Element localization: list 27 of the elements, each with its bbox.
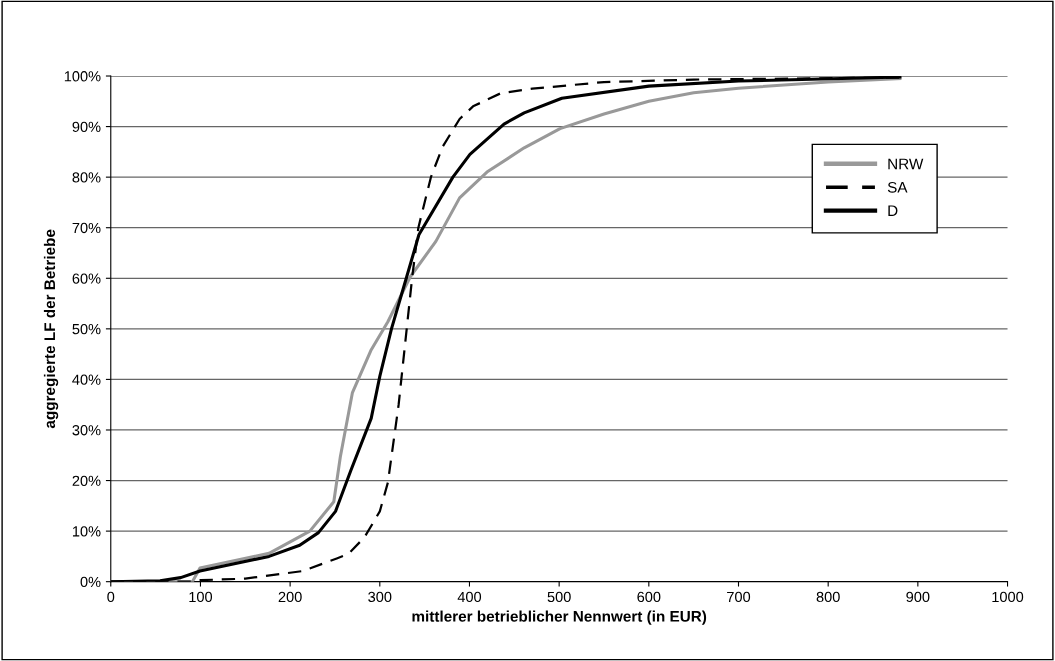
x-tick-label: 1000 <box>992 591 1024 603</box>
y-tick-label: 10% <box>72 526 101 537</box>
x-tick-label: 500 <box>547 591 571 603</box>
x-tick-label: 200 <box>278 591 302 603</box>
legend-label: D <box>888 205 898 216</box>
x-tick-label: 0 <box>107 591 115 603</box>
x-tick-label: 600 <box>637 591 661 603</box>
x-tick-label: 800 <box>816 591 840 603</box>
x-tick-label: 700 <box>727 591 751 603</box>
x-tick-label: 900 <box>906 591 930 603</box>
legend-label: NRW <box>888 158 924 170</box>
y-tick-label: 100% <box>64 71 101 82</box>
y-tick-label: 60% <box>72 273 101 284</box>
x-tick-label: 400 <box>457 591 482 603</box>
y-tick-label: 40% <box>72 374 101 385</box>
y-tick-label: 50% <box>72 323 101 335</box>
y-tick-label: 20% <box>72 475 101 486</box>
y-tick-label: 90% <box>72 121 101 133</box>
y-axis-title: aggregierte LF der Betriebe <box>43 229 59 429</box>
legend-label: SA <box>887 181 908 193</box>
x-tick-label: 300 <box>368 591 392 603</box>
x-tick-label: 100 <box>189 591 213 603</box>
y-tick-label: 70% <box>72 222 101 234</box>
y-tick-label: 80% <box>72 172 101 183</box>
y-tick-label: 0% <box>80 576 101 588</box>
x-axis-title: mittlerer betrieblicher Nennwert (in EUR) <box>412 610 707 625</box>
y-tick-label: 30% <box>72 425 101 436</box>
